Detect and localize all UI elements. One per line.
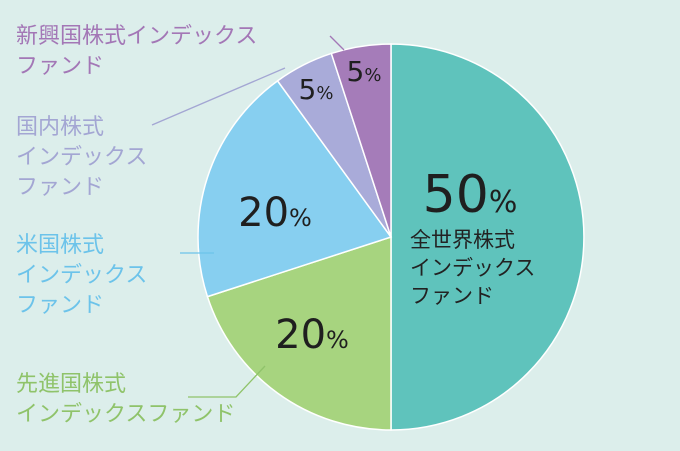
value-label-5: 5% bbox=[347, 55, 382, 88]
value-label-3: 20% bbox=[238, 190, 312, 236]
category-label-3: 米国株式インデックスファンド bbox=[16, 233, 147, 318]
value-labels: 50% 20% 20% 5% 5% bbox=[238, 55, 517, 358]
pie-slice-3 bbox=[197, 79, 393, 298]
leader-line-2 bbox=[188, 365, 266, 398]
category-label-5: 新興国株式インデックスファンド bbox=[16, 24, 257, 79]
category-label-1: 全世界株式インデックスファンド bbox=[410, 228, 535, 308]
value-label-1: 50% bbox=[423, 165, 518, 225]
leader-line-5 bbox=[329, 35, 345, 51]
pie-slice-5 bbox=[330, 43, 392, 238]
category-label-4: 国内株式インデックスファンド bbox=[16, 115, 147, 200]
leader-line-4 bbox=[151, 67, 286, 126]
value-label-2: 20% bbox=[275, 312, 349, 358]
pie-slice-1 bbox=[390, 43, 585, 431]
leader-lines bbox=[151, 35, 345, 398]
pie-slice-2 bbox=[206, 235, 392, 431]
value-label-4: 5% bbox=[299, 73, 334, 106]
category-label-2: 先進国株式インデックスファンド bbox=[16, 372, 235, 427]
pie-slices bbox=[197, 43, 585, 431]
